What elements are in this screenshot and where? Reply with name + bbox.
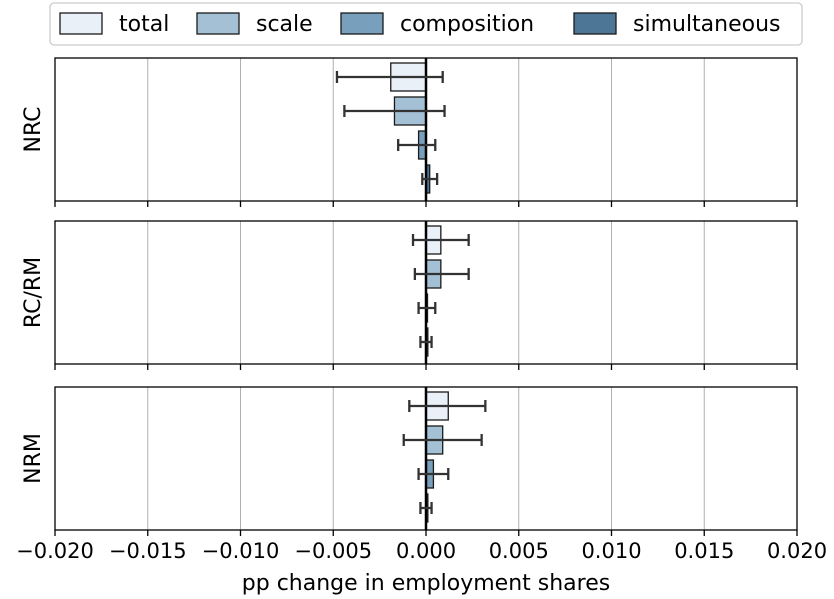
x-ticks: −0.020 −0.015 −0.010 −0.005 0.000 0.005 0.010 0… <box>16 201 827 563</box>
x-tick-label-2: −0.015 <box>109 539 187 563</box>
error-bar-rc-rm-composition <box>417 302 437 314</box>
x-tick-label-6: 0.005 <box>489 539 549 563</box>
error-bars <box>335 71 487 514</box>
error-bar-nrm-simultaneous <box>419 502 433 514</box>
error-bar-nrc-total <box>335 71 444 83</box>
x-tick-label-9: 0.020 <box>767 539 827 563</box>
error-bar-nrc-simultaneous <box>421 173 439 185</box>
error-bar-nrm-total <box>408 400 487 412</box>
panel-label-nrc: NRC <box>21 106 46 152</box>
panel-label-nrm: NRM <box>21 433 46 484</box>
error-bar-nrm-scale <box>402 434 483 446</box>
legend-swatch-scale <box>196 12 240 35</box>
legend-swatch-composition <box>340 12 384 35</box>
error-bar-rc-rm-simultaneous <box>419 336 433 348</box>
error-bar-nrc-composition <box>397 139 437 151</box>
legend-label-total: total <box>119 12 169 37</box>
error-bar-rc-rm-total <box>411 234 470 246</box>
legend-swatch-total <box>59 12 103 35</box>
axis-labels: pp change in employment shares NRC RC/RM N… <box>21 106 610 596</box>
x-tick-label-8: 0.015 <box>674 539 734 563</box>
x-tick-label-7: 0.010 <box>581 539 641 563</box>
x-tick-label-4: −0.005 <box>294 539 372 563</box>
x-tick-label-5: 0.000 <box>396 539 456 563</box>
x-axis-label: pp change in employment shares <box>242 571 610 596</box>
legend-label-composition: composition <box>400 12 534 37</box>
x-tick-label-3: −0.010 <box>202 539 280 563</box>
error-bar-rc-rm-scale <box>413 268 470 280</box>
legend-label-simultaneous: simultaneous <box>633 12 781 37</box>
bars <box>390 62 449 523</box>
error-bar-nrm-composition <box>417 468 450 480</box>
legend: total scale composition simultaneous <box>49 2 803 46</box>
legend-swatch-simultaneous <box>573 12 617 35</box>
x-tick-label-1: −0.020 <box>16 539 94 563</box>
error-bar-nrc-scale <box>343 105 446 117</box>
panel-label-rc-rm: RC/RM <box>21 257 46 328</box>
legend-label-scale: scale <box>256 12 313 37</box>
